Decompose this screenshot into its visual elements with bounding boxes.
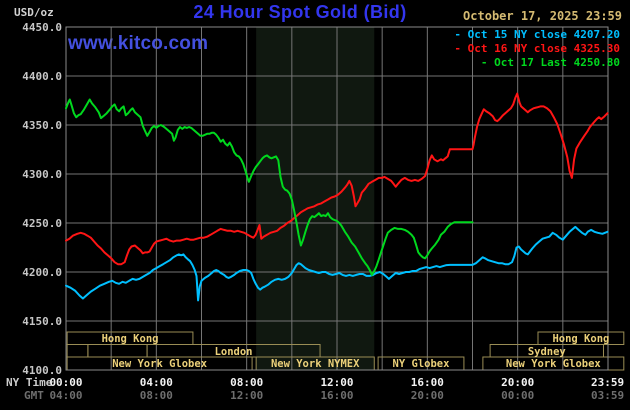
x-tick-ny-time: 00:00 [49, 376, 83, 389]
y-tick-label: 4250.0 [22, 217, 62, 230]
session-label-new-york-nymex: New York NYMEX [270, 358, 360, 370]
x-tick-gmt: 16:00 [320, 389, 354, 402]
chart-title: 24 Hour Spot Gold (Bid) [193, 2, 407, 22]
session-label-london: London [214, 345, 253, 358]
session-label-ny-globex: NY Globex [392, 358, 450, 370]
y-tick-label: 4450.0 [22, 21, 62, 34]
session-label-hong-kong: Hong Kong [101, 333, 159, 345]
legend-item-oct15: - Oct 15 NY close 4207.20 [454, 28, 620, 41]
price-line-oct-16 [65, 92, 609, 266]
x-tick-ny-time: 12:00 [320, 376, 354, 389]
x-tick-ny-time: 20:00 [501, 376, 535, 389]
ny-time-axis-label: NY Time [6, 376, 53, 389]
nymex-session-band [256, 27, 375, 370]
plot-border [65, 26, 609, 371]
x-tick-ny-time: 08:00 [230, 376, 264, 389]
x-tick-ny-time: 23:59 [590, 376, 625, 389]
session-box-unlabeled [66, 344, 89, 358]
x-tick-gmt: 04:00 [49, 389, 83, 402]
session-label-new-york-globex: New York Globex [112, 358, 208, 370]
price-line-oct-15 [65, 225, 609, 302]
x-tick-gmt: 20:00 [410, 389, 444, 402]
session-box-unlabeled [87, 344, 148, 358]
session-label-hong-kong: Hong Kong [552, 333, 610, 345]
legend-item-oct16: - Oct 16 NY close 4325.30 [454, 42, 620, 55]
x-tick-gmt: 03:59 [590, 389, 625, 402]
kitco-watermark-link[interactable]: www.kitco.com [68, 33, 209, 54]
x-tick-gmt: 12:00 [230, 389, 264, 402]
gmt-axis-label: GMT [24, 389, 44, 402]
x-tick-ny-time: 16:00 [410, 376, 444, 389]
session-label-sydney: Sydney [527, 345, 566, 358]
y-tick-label: 4200.0 [22, 266, 62, 279]
x-tick-gmt: 08:00 [139, 389, 173, 402]
y-tick-label: 4350.0 [22, 119, 62, 132]
y-tick-label: 4150.0 [22, 315, 62, 328]
x-tick-gmt: 00:00 [501, 389, 535, 402]
legend-item-oct17: - Oct 17 Last 4250.80 [480, 56, 620, 69]
session-label-new-york-globex: New York Globex [505, 358, 601, 370]
y-axis-units-label: USD/oz [14, 6, 54, 19]
x-tick-ny-time: 04:00 [139, 376, 173, 389]
y-tick-label: 4400.0 [22, 70, 62, 83]
y-tick-label: 4100.0 [22, 364, 62, 377]
y-tick-label: 4300.0 [22, 168, 62, 181]
session-box-hong-kong [537, 331, 625, 345]
price-line-oct-17 [65, 98, 474, 276]
chart-timestamp: October 17, 2025 23:59 [463, 9, 622, 23]
